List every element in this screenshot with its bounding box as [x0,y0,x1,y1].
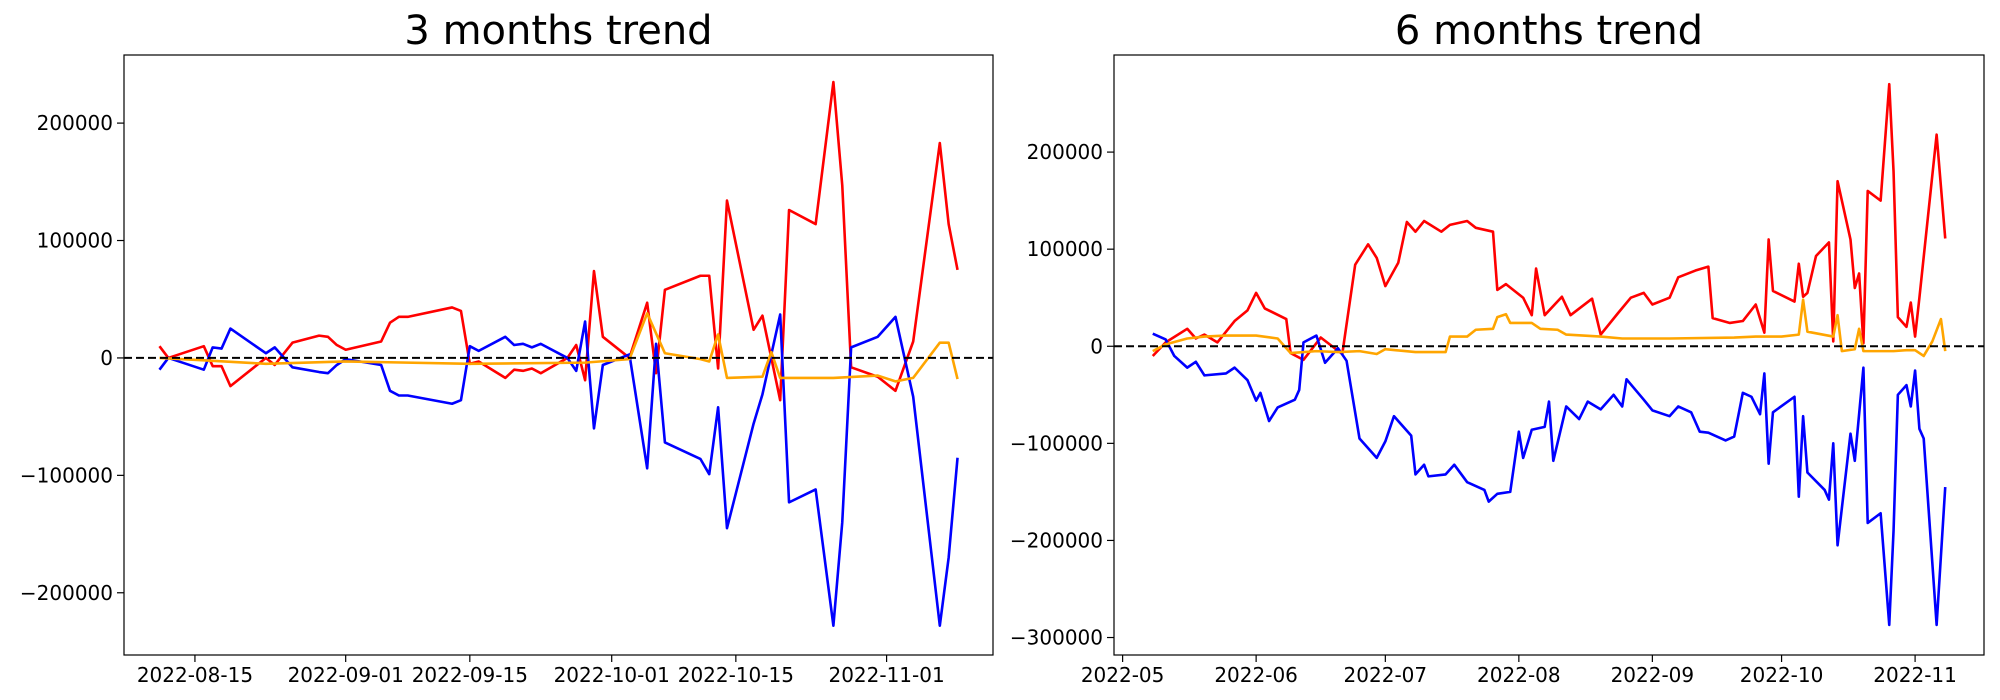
y-tick-label: 0 [100,346,113,370]
y-tick-label: −200000 [1010,528,1103,552]
x-tick-label: 2022-09 [1611,663,1695,687]
chart-title: 6 months trend [1395,8,1703,54]
series-line [1152,298,1947,358]
x-tick-label: 2022-08 [1477,663,1561,687]
y-tick-label: 200000 [37,111,113,135]
y-tick-label: −100000 [20,463,113,487]
x-tick-label: 2022-10-15 [678,663,794,687]
y-tick-label: −100000 [1010,431,1103,455]
y-tick-label: −300000 [1010,626,1103,650]
y-tick-label: 100000 [37,229,113,253]
axes-frame [123,54,994,656]
x-tick-label: 2022-11 [1873,663,1957,687]
series-line [1152,332,1947,627]
series-line [1151,82,1947,362]
axes-frame [1113,54,1985,656]
x-tick-label: 2022-07 [1344,663,1428,687]
x-tick-label: 2022-08-15 [137,663,253,687]
x-tick-label: 2022-10 [1740,663,1824,687]
chart-title: 3 months trend [404,8,712,54]
series-line [159,312,959,383]
x-tick-label: 2022-06 [1214,663,1298,687]
y-tick-label: −200000 [20,581,113,605]
y-tick-label: 0 [1090,334,1103,358]
series-line [158,313,959,627]
x-tick-label: 2022-09-01 [288,663,404,687]
y-tick-label: 100000 [1027,237,1103,261]
x-tick-label: 2022-09-15 [412,663,528,687]
x-tick-label: 2022-10-01 [554,663,670,687]
x-tick-label: 2022-05 [1081,663,1165,687]
y-tick-label: 200000 [1027,140,1103,164]
x-tick-label: 2022-11-01 [828,663,944,687]
